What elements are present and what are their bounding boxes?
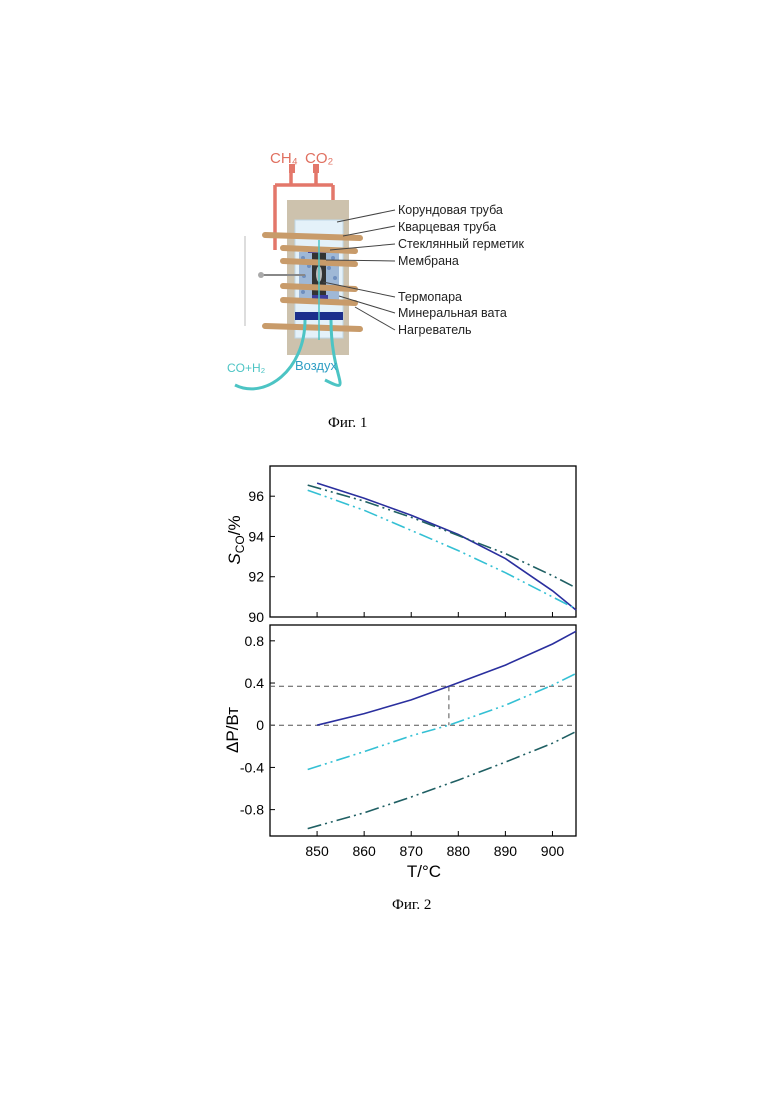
y-tick-label: -0.4 [240, 759, 264, 775]
y-tick-label: 0.8 [245, 633, 265, 649]
series-line-dashdot_dark [308, 732, 576, 829]
y-tick-label: 90 [248, 609, 264, 625]
x-tick-label: 880 [447, 843, 471, 859]
plot-frame [270, 466, 576, 617]
x-tick-label: 870 [400, 843, 424, 859]
series-line-dashdot_dark [308, 485, 576, 588]
y-tick-label: 0.4 [245, 675, 265, 691]
series-line-solid [317, 483, 576, 610]
ylabel-top: SCO/% [225, 515, 247, 564]
x-tick-label: 900 [541, 843, 565, 859]
xlabel: T/°C [407, 862, 441, 881]
y-tick-label: -0.8 [240, 802, 264, 818]
y-tick-label: 94 [248, 528, 264, 544]
y-tick-label: 96 [248, 488, 264, 504]
y-tick-label: 0 [256, 717, 264, 733]
x-tick-label: 890 [494, 843, 518, 859]
series-line-dashdot_light [308, 674, 576, 770]
series-line-solid [317, 631, 576, 725]
power-panel: -0.8 -0.4 0 0.4 0.8 850 860 870 880 890 900 [240, 625, 576, 859]
x-tick-label: 850 [305, 843, 329, 859]
selectivity-panel: 90 92 94 96 [248, 466, 576, 625]
x-tick-label: 860 [352, 843, 376, 859]
series-line-dashdot_light [308, 490, 576, 609]
y-tick-label: 92 [248, 569, 264, 585]
figure2-caption: Фиг. 2 [392, 897, 431, 914]
ylabel-bottom: ΔP/Вт [223, 707, 242, 753]
plot-frame [270, 625, 576, 836]
